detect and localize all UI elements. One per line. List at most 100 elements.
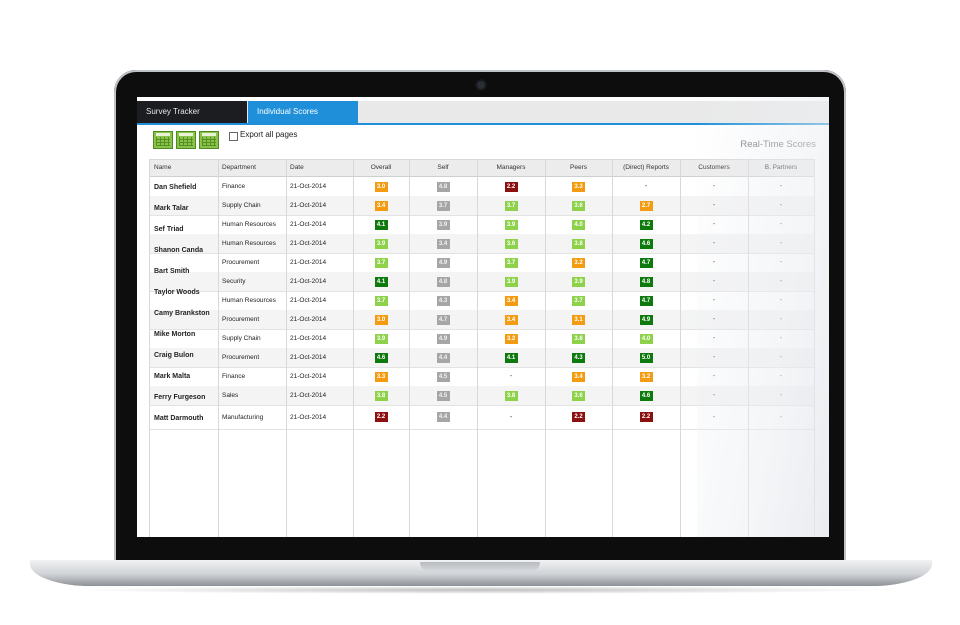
name-cell[interactable]: Dan Shefield [154,183,197,191]
name-cell[interactable]: Craig Bulon [154,351,194,359]
name-cell[interactable]: Sef Triad [154,225,184,233]
name-cell[interactable]: Taylor Woods [154,288,200,296]
score-cell: 3.8 [353,386,409,405]
empty-score: - [779,221,783,228]
score-cell: 4.6 [353,348,409,367]
score-cell: 4.7 [612,291,680,310]
screen: Survey Tracker Individual Scores Export … [137,97,829,537]
empty-score: - [779,373,783,380]
score-badge: 3.7 [572,295,585,306]
column-header[interactable]: Peers [570,164,587,171]
table-row[interactable]: Sales 21-Oct-2014 3.8 4.5 3.8 3.6 4.6 - - [150,386,814,406]
name-cell[interactable]: Matt Darmouth [154,414,204,422]
empty-score: - [712,335,716,342]
score-badge: 3.8 [572,238,585,249]
score-cell: - [612,177,680,196]
column-header[interactable]: Managers [496,164,526,171]
empty-score: - [509,413,513,421]
column-header[interactable]: Overall [370,164,392,171]
score-cell: 3.0 [353,177,409,196]
column-header[interactable]: B. Partners [764,164,798,171]
score-cell: 3.7 [353,253,409,272]
tab-individual-scores[interactable]: Individual Scores [248,101,358,123]
excel-export-button-1[interactable] [153,131,173,149]
date-cell: 21-Oct-2014 [290,316,327,323]
empty-score: - [712,354,716,361]
score-badge: 3.4 [572,371,585,382]
table-row[interactable]: Finance 21-Oct-2014 3.3 4.5 - 3.4 3.2 - - [150,367,814,387]
score-cell: 3.9 [409,215,477,234]
excel-export-button-2[interactable] [176,131,196,149]
score-cell: 3.9 [545,272,612,291]
empty-score: - [779,354,783,361]
score-cell: - [748,348,814,367]
score-cell: 4.3 [545,348,612,367]
department-cell: Sales [222,392,239,399]
empty-score: - [712,202,716,209]
score-badge: 4.1 [504,352,518,363]
empty-score: - [712,392,716,399]
date-cell: 21-Oct-2014 [290,297,327,304]
score-cell: 4.3 [409,291,477,310]
table-row[interactable]: Procurement 21-Oct-2014 3.0 4.7 3.4 3.1 4.9 - - [150,310,814,330]
name-cell[interactable]: Mike Morton [154,330,196,338]
name-cell[interactable]: Mark Talar [154,204,189,212]
tab-survey-tracker[interactable]: Survey Tracker [137,101,247,123]
table-row[interactable]: Security 21-Oct-2014 4.1 4.8 3.9 3.9 4.8 - - [150,272,814,292]
score-badge: 4.1 [374,276,388,287]
score-badge: 3.9 [504,219,518,230]
date-cell: 21-Oct-2014 [290,221,327,228]
export-all-checkbox[interactable] [229,132,238,141]
score-cell: - [748,310,814,329]
table-row[interactable]: Procurement 21-Oct-2014 3.7 4.9 3.7 3.2 4.7 - - [150,253,814,273]
score-cell: - [680,405,748,429]
score-cell: 3.9 [353,329,409,348]
name-cell[interactable]: Mark Malta [154,372,191,380]
score-badge: 3.8 [374,390,388,401]
score-badge: 3.8 [504,390,518,401]
table-row[interactable]: Manufacturing 21-Oct-2014 2.2 4.4 - 2.2 2.2 - - [150,405,814,430]
score-cell: 4.6 [612,386,680,405]
score-cell: 4.7 [612,253,680,272]
column-divider [218,160,219,537]
toolbar: Export all pages Real-Time Scores [137,127,829,153]
column-header[interactable]: Date [290,164,304,171]
column-header[interactable]: Customers [698,164,730,171]
score-cell: - [680,196,748,215]
excel-export-button-3[interactable] [199,131,219,149]
score-badge: 4.4 [436,352,450,363]
table-row[interactable]: Supply Chain 21-Oct-2014 3.9 4.9 3.2 3.8 4.0 - - [150,329,814,349]
column-header[interactable]: Name [154,164,172,171]
name-cell[interactable]: Camy Brankston [154,309,210,317]
score-badge: 3.1 [572,314,585,325]
score-badge: 4.7 [639,295,653,306]
score-cell: 3.7 [545,291,612,310]
table-row[interactable]: Human Resources 21-Oct-2014 3.7 4.3 3.4 3.7 4.… [150,291,814,311]
score-badge: 4.9 [436,333,450,344]
table-row[interactable]: Supply Chain 21-Oct-2014 3.4 3.7 3.7 3.6 2.7 - - [150,196,814,216]
score-badge: 3.9 [504,276,518,287]
table-row[interactable]: Finance 21-Oct-2014 3.0 4.8 2.2 3.3 - - - [150,177,814,197]
score-badge: 3.4 [374,200,388,211]
score-badge: 2.2 [572,412,585,422]
name-cell[interactable]: Bart Smith [154,267,190,275]
column-divider [286,160,287,537]
score-cell: 3.6 [477,234,545,253]
column-header[interactable]: Department [222,164,256,171]
column-header[interactable]: Self [437,164,449,171]
score-badge: 4.3 [436,295,450,306]
table-row[interactable]: Human Resources 21-Oct-2014 4.1 3.9 3.9 4.0 4.… [150,215,814,235]
score-cell: 3.0 [353,310,409,329]
table-row[interactable]: Human Resources 21-Oct-2014 3.9 3.4 3.6 3.8 4.… [150,234,814,254]
score-cell: - [748,253,814,272]
department-cell: Human Resources [222,240,276,247]
department-cell: Supply Chain [222,202,261,209]
name-cell[interactable]: Shanon Canda [154,246,204,254]
date-cell: 21-Oct-2014 [290,392,327,399]
export-all-label: Export all pages [240,130,298,139]
column-header[interactable]: (Direct) Reports [623,164,669,171]
score-cell: - [680,348,748,367]
table-row[interactable]: Procurement 21-Oct-2014 4.6 4.4 4.1 4.3 5.0 - - [150,348,814,368]
name-cell[interactable]: Ferry Furgeson [154,393,206,401]
department-cell: Supply Chain [222,335,261,342]
